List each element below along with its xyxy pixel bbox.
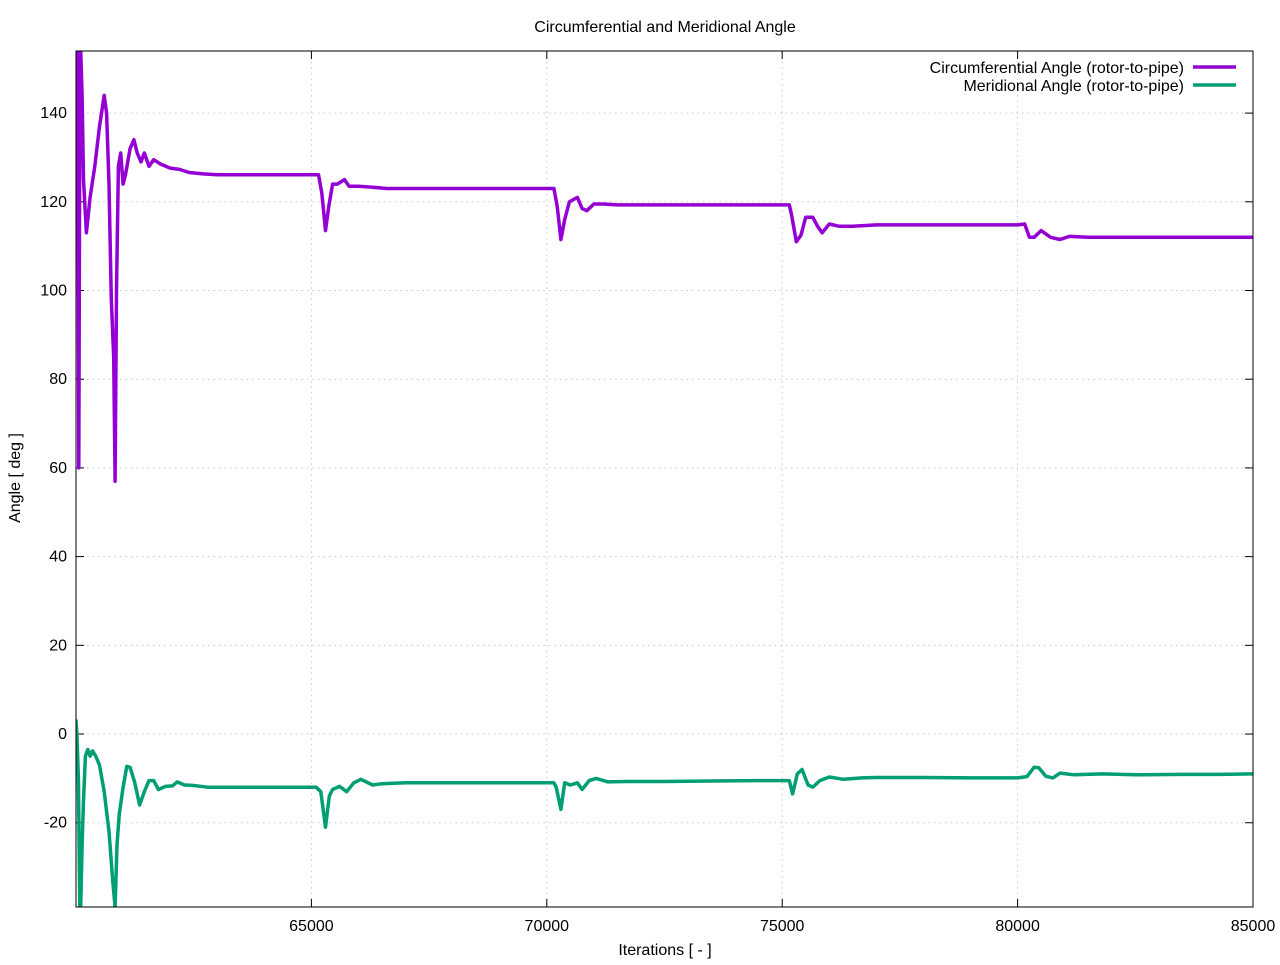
y-tick-label: 120 (40, 194, 67, 211)
x-tick-label: 70000 (525, 918, 570, 935)
y-tick-label: 140 (40, 105, 67, 122)
y-tick-label: 40 (49, 549, 67, 566)
y-axis-label: Angle [ deg ] (7, 433, 24, 523)
series-layer (76, 51, 1253, 907)
y-tick-label: 0 (58, 726, 67, 743)
x-tick-label: 85000 (1231, 918, 1276, 935)
chart-title: Circumferential and Meridional Angle (534, 19, 796, 36)
legend-label-1: Circumferential Angle (rotor-to-pipe) (930, 60, 1184, 77)
legend: Circumferential Angle (rotor-to-pipe)Mer… (930, 60, 1236, 95)
x-axis-label: Iterations [ - ] (618, 942, 711, 959)
grid-layer (76, 51, 1254, 907)
series-line-1 (76, 51, 1253, 483)
x-tick-label: 65000 (289, 918, 334, 935)
tick-layer: -20 0 20 40 60 80 100 120 140 65000 70000 75000 8000… (40, 51, 1275, 935)
x-tick-label: 80000 (995, 918, 1040, 935)
y-tick-label: 60 (49, 460, 67, 477)
y-tick-label: -20 (44, 815, 67, 832)
x-tick-label: 75000 (760, 918, 805, 935)
plot-frame (75, 50, 1254, 908)
series-line-2 (76, 718, 1253, 907)
legend-label-2: Meridional Angle (rotor-to-pipe) (963, 78, 1184, 95)
y-tick-label: 100 (40, 283, 67, 300)
y-tick-label: 80 (49, 371, 67, 388)
y-tick-label: 20 (49, 637, 67, 654)
